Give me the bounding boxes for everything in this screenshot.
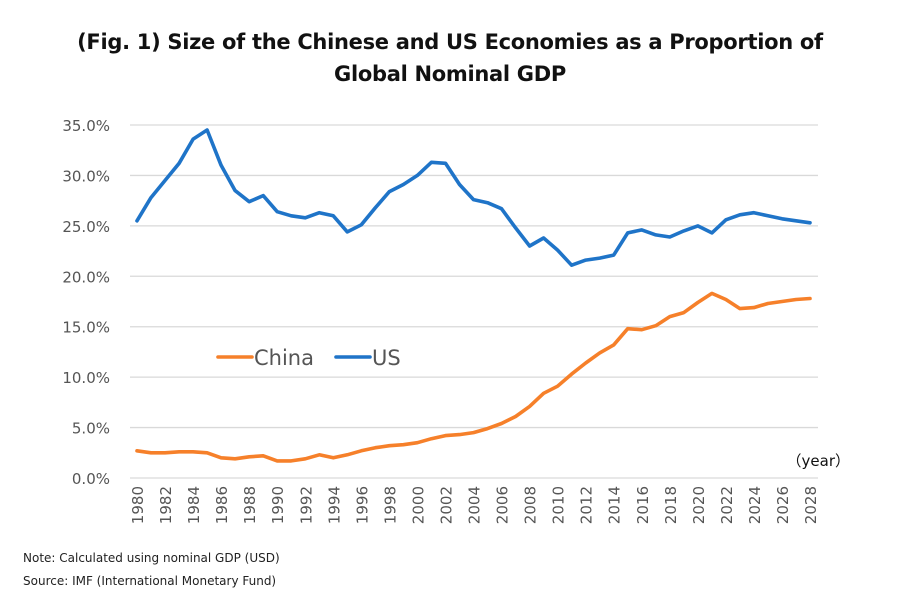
y-tick-label: 10.0%: [62, 369, 110, 387]
x-tick-label: 1980: [129, 486, 147, 524]
y-axis-ticks: 0.0% 5.0% 10.0% 15.0% 20.0% 25.0% 30.0% 35.0%: [62, 117, 110, 488]
y-tick-label: 5.0%: [72, 420, 110, 438]
x-tick-label: 1986: [213, 486, 231, 524]
chart-title: (Fig. 1) Size of the Chinese and US Econ…: [0, 26, 900, 90]
chart-title-line-2: Global Nominal GDP: [334, 62, 566, 86]
x-axis-ticks: 1980 1982 1984 1986 1988 1990 1992 1994 1996 1998…: [129, 486, 820, 524]
x-tick-label: 2016: [634, 486, 652, 524]
x-tick-label: 2000: [409, 486, 427, 524]
y-tick-label: 20.0%: [62, 268, 110, 286]
x-tick-label: 2010: [550, 486, 568, 524]
series-line-us: [135, 128, 812, 268]
x-tick-label: 1996: [353, 486, 371, 524]
x-tick-label: 2006: [494, 486, 512, 524]
gridlines: [130, 124, 818, 479]
x-tick-label: 2018: [662, 486, 680, 524]
x-tick-label: 2002: [437, 486, 455, 524]
y-tick-label: 30.0%: [62, 167, 110, 185]
x-tick-label: 2024: [746, 486, 764, 524]
legend: China US: [216, 346, 401, 370]
x-tick-label: 1988: [241, 486, 259, 524]
x-tick-label: 2022: [718, 486, 736, 524]
x-tick-label: 1982: [157, 486, 175, 524]
x-tick-label: 2004: [466, 486, 484, 524]
y-tick-label: 0.0%: [72, 470, 110, 488]
y-tick-label: 25.0%: [62, 218, 110, 236]
x-tick-label: 2014: [606, 486, 624, 524]
x-tick-label: 1994: [325, 486, 343, 524]
x-tick-label: 1998: [381, 486, 399, 524]
legend-label-china: China: [254, 346, 314, 370]
series-lines: [135, 128, 812, 463]
x-tick-label: 2008: [522, 486, 540, 524]
x-tick-label: 1990: [269, 486, 287, 524]
legend-label-us: US: [372, 346, 401, 370]
y-tick-label: 15.0%: [62, 319, 110, 337]
x-tick-label: 1992: [297, 486, 315, 524]
x-tick-label: 2028: [802, 486, 820, 524]
series-line-china: [135, 291, 812, 463]
x-tick-label: 2012: [578, 486, 596, 524]
x-axis-label: （year）: [787, 452, 850, 470]
source-text: Source: IMF (International Monetary Fund…: [23, 574, 277, 588]
note-text: Note: Calculated using nominal GDP (USD): [23, 551, 280, 565]
x-tick-label: 1984: [185, 486, 203, 524]
y-tick-label: 35.0%: [62, 117, 110, 135]
x-tick-label: 2026: [774, 486, 792, 524]
chart-title-line-1: (Fig. 1) Size of the Chinese and US Econ…: [77, 30, 823, 54]
x-tick-label: 2020: [690, 486, 708, 524]
